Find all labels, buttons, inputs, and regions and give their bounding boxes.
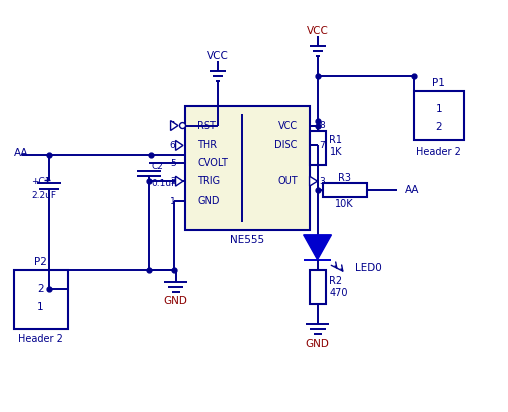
Text: GND: GND (306, 339, 330, 349)
Text: P1: P1 (432, 78, 445, 88)
Text: TRIG: TRIG (198, 176, 220, 186)
Text: Header 2: Header 2 (417, 147, 461, 157)
Bar (323, 183, 367, 197)
Text: GND: GND (198, 196, 220, 206)
Circle shape (179, 122, 185, 129)
Text: C2: C2 (152, 162, 164, 171)
Text: 2: 2 (170, 177, 176, 186)
Text: AA: AA (405, 185, 420, 195)
Text: 0.1uF: 0.1uF (152, 179, 177, 187)
Text: 3: 3 (320, 177, 325, 186)
Text: 7: 7 (320, 141, 325, 150)
Polygon shape (304, 235, 332, 260)
Text: 4: 4 (170, 121, 176, 130)
Text: R1: R1 (330, 136, 342, 145)
Text: 1: 1 (37, 302, 44, 312)
Text: R3: R3 (338, 173, 351, 183)
Text: +C1: +C1 (31, 177, 51, 186)
Text: P2: P2 (34, 257, 47, 267)
Text: 6: 6 (170, 141, 176, 150)
Text: 2: 2 (37, 284, 44, 295)
Text: AA: AA (14, 148, 28, 158)
Text: 2.2uF: 2.2uF (31, 191, 56, 199)
Text: THR: THR (198, 140, 217, 150)
Text: LED0: LED0 (355, 262, 382, 273)
Text: 470: 470 (330, 288, 348, 298)
Polygon shape (309, 176, 318, 186)
Text: 2: 2 (435, 122, 442, 131)
Bar (414, 91, 464, 140)
Polygon shape (171, 121, 178, 131)
Text: 1: 1 (435, 104, 442, 114)
Polygon shape (176, 140, 183, 150)
Text: VCC: VCC (207, 51, 229, 61)
Text: 8: 8 (320, 121, 325, 130)
Bar (309, 269, 326, 304)
Text: OUT: OUT (277, 176, 298, 186)
Text: GND: GND (164, 296, 187, 307)
Text: 1K: 1K (330, 147, 342, 157)
Text: VCC: VCC (307, 26, 329, 36)
Text: NE555: NE555 (230, 235, 264, 245)
Text: R2: R2 (330, 276, 342, 286)
Bar (309, 131, 326, 165)
Polygon shape (176, 176, 183, 186)
Bar (185, 106, 309, 230)
Text: CVOLT: CVOLT (198, 158, 228, 168)
Text: DISC: DISC (274, 140, 298, 150)
Text: 10K: 10K (335, 199, 354, 209)
Bar (14, 269, 68, 329)
Text: 1: 1 (170, 197, 176, 206)
Text: RST: RST (198, 121, 216, 131)
Text: 5: 5 (170, 159, 176, 168)
Text: VCC: VCC (277, 121, 298, 131)
Text: Header 2: Header 2 (18, 334, 63, 344)
